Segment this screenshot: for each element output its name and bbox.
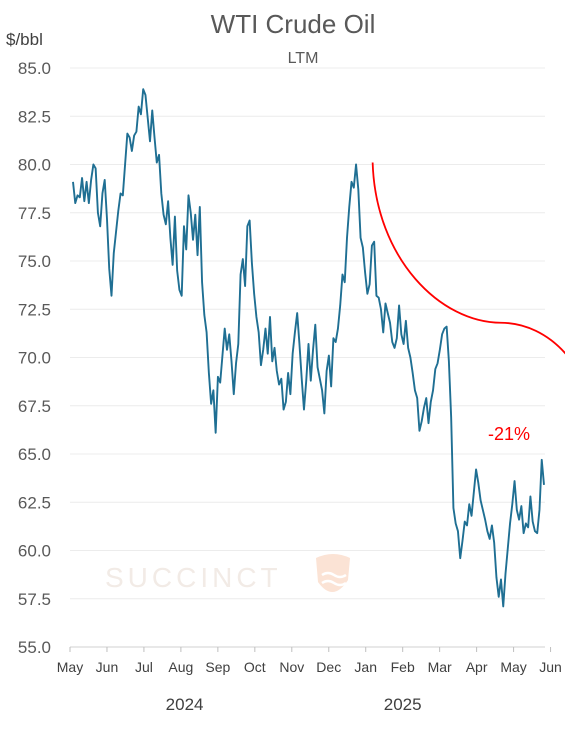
y-tick-label: 67.5: [18, 397, 51, 416]
y-tick-label: 72.5: [18, 300, 51, 319]
x-axis: May Jun Jul Aug Sep Oct Nov Dec Jan Feb Mar Apr May J…: [57, 647, 562, 675]
x-tick-label: Jan: [354, 659, 377, 675]
y-tick-label: 82.5: [18, 107, 51, 126]
x-tick-label: May: [57, 659, 83, 675]
unit-label: $/bbl: [6, 30, 43, 49]
chart-title: WTI Crude Oil: [211, 9, 376, 39]
y-tick-label: 62.5: [18, 493, 51, 512]
y-tick-label: 57.5: [18, 590, 51, 609]
x-tick-label: Jun: [96, 659, 119, 675]
x-tick-label: Apr: [466, 659, 488, 675]
watermark-text: SUCCINCT: [105, 562, 282, 593]
gridlines: [70, 67, 545, 600]
year-labels: 2024 2025: [166, 695, 422, 714]
x-tick-label: Feb: [391, 659, 415, 675]
year-label: 2025: [384, 695, 422, 714]
x-tick-label: Sep: [205, 659, 230, 675]
y-tick-label: 65.0: [18, 445, 51, 464]
y-tick-label: 55.0: [18, 638, 51, 657]
series-line-wti: [72, 88, 545, 608]
x-tick-label: Mar: [428, 659, 452, 675]
x-tick-label: Nov: [279, 659, 304, 675]
x-tick-label: Oct: [244, 659, 266, 675]
y-tick-label: 75.0: [18, 252, 51, 271]
x-tick-label: Jul: [135, 659, 153, 675]
y-tick-label: 80.0: [18, 156, 51, 175]
x-tick-label: Aug: [168, 659, 193, 675]
y-tick-label: 70.0: [18, 349, 51, 368]
year-label: 2024: [166, 695, 204, 714]
decline-annotation: -21%: [371, 162, 565, 444]
series-layer: [72, 88, 545, 608]
y-axis: 85.0 82.5 80.0 77.5 75.0 72.5 70.0 67.5 65.0 62.5…: [18, 59, 51, 657]
y-tick-label: 85.0: [18, 59, 51, 78]
watermark-shield-icon: [316, 554, 350, 593]
x-tick-label: May: [500, 659, 526, 675]
y-tick-label: 60.0: [18, 542, 51, 561]
decline-arrow-curve: [371, 162, 565, 355]
x-tick-label: Jun: [539, 659, 562, 675]
chart-subtitle: LTM: [288, 50, 319, 67]
x-tick-label: Dec: [316, 659, 341, 675]
watermark: SUCCINCT: [105, 554, 350, 593]
decline-percent-label: -21%: [488, 424, 530, 444]
y-tick-label: 77.5: [18, 204, 51, 223]
